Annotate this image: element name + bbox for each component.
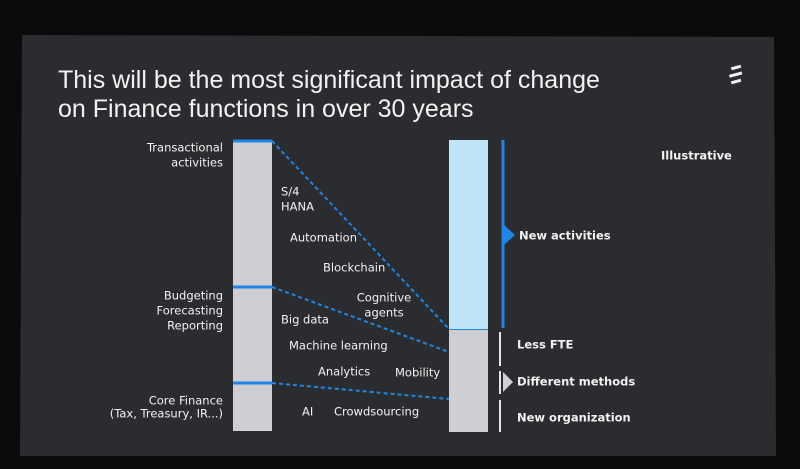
driver: Machine learning (289, 339, 388, 353)
driver: Cognitive (357, 291, 411, 305)
bracket-arrow (503, 224, 515, 246)
driver: Analytics (318, 365, 370, 379)
slide (20, 35, 776, 456)
connectors (271, 140, 450, 400)
future-column (449, 330, 488, 432)
outcome: Different methods (517, 375, 635, 389)
area-label: Reporting (167, 319, 223, 333)
area-label: activities (171, 156, 223, 170)
driver: Crowdsourcing (334, 405, 419, 419)
driver: Mobility (395, 366, 440, 380)
area-label: Forecasting (157, 304, 223, 318)
driver: Big data (281, 313, 329, 327)
illustrative-note: Illustrative (661, 149, 732, 163)
logo (728, 64, 743, 85)
driver: AI (302, 405, 313, 419)
driver: S/4 (281, 185, 300, 199)
slide-title: on Finance functions in over 30 years (58, 95, 474, 123)
outcome: New organization (517, 411, 631, 425)
area-label: Transactional (146, 141, 223, 155)
outcome: New activities (519, 229, 611, 243)
bracket-arrow (503, 372, 513, 392)
future-column-new (449, 140, 488, 329)
driver: HANA (281, 200, 314, 214)
slide-title: This will be the most significant impact… (58, 66, 600, 94)
area-label: (Tax, Treasury, IR...) (110, 407, 223, 421)
driver: agents (364, 306, 403, 320)
area-label: Budgeting (164, 289, 223, 303)
area-label: Core Finance (149, 394, 223, 408)
outcome: Less FTE (517, 338, 574, 352)
driver: Automation (290, 231, 357, 245)
driver: Blockchain (323, 261, 385, 275)
